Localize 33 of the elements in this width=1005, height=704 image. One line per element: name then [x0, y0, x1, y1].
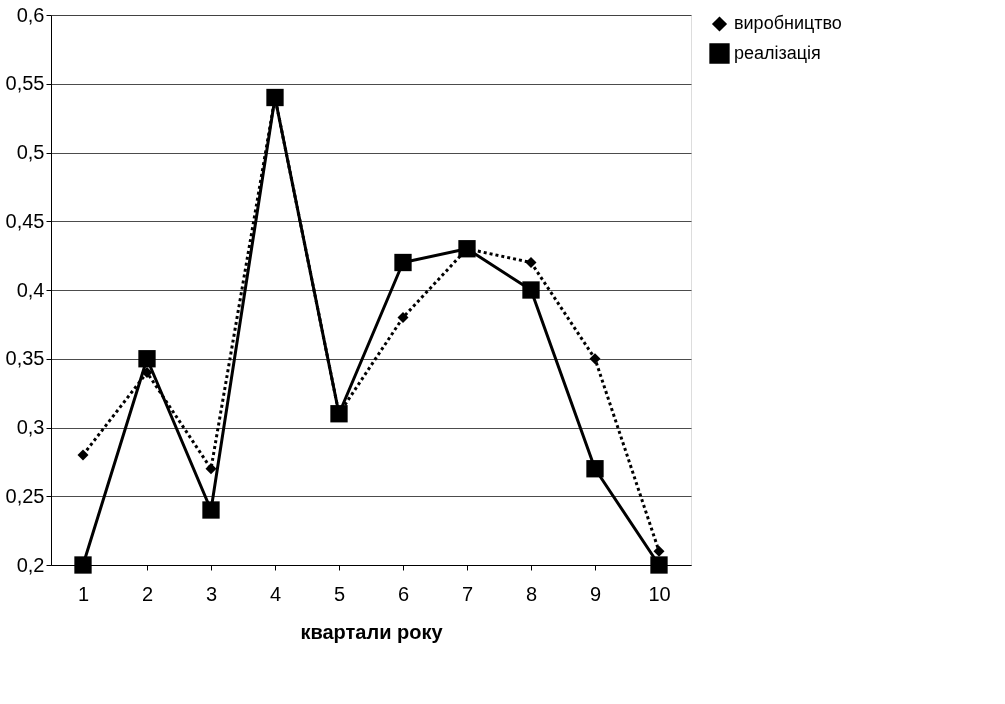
point [138, 350, 156, 368]
x-tick-label: 10 [648, 582, 671, 605]
x-tick-label: 5 [333, 582, 346, 605]
y-tick-label: 0,35 [5, 347, 45, 370]
point [586, 460, 604, 478]
y-tick-label: 0,25 [5, 484, 45, 507]
y-tick-label: 0,45 [5, 209, 45, 232]
point [650, 556, 668, 574]
point [394, 253, 412, 272]
x-axis-title: квартали року [300, 620, 444, 643]
x-tick-label: 1 [77, 582, 90, 605]
x-tick-label: 7 [461, 582, 474, 605]
point [74, 556, 92, 574]
point [522, 281, 540, 299]
y-tick-label: 0,5 [16, 141, 45, 163]
point [77, 449, 89, 461]
legend-label: реалізація [734, 42, 821, 63]
y-tick-label: 0,55 [5, 72, 45, 95]
x-tick-label: 3 [205, 582, 218, 605]
x-tick-label: 9 [589, 582, 602, 605]
y-tick-label: 0,2 [16, 553, 45, 576]
x-tick-label: 2 [141, 582, 154, 605]
point [653, 545, 665, 557]
y-tick-label: 0,6 [16, 3, 45, 26]
y-tick-label: 0,4 [16, 278, 45, 301]
x-tick-label: 6 [397, 582, 410, 605]
legend-label: виробництво [734, 13, 842, 33]
point [205, 463, 217, 475]
y-tick-label: 0,3 [16, 416, 45, 438]
x-tick-label: 8 [525, 582, 538, 605]
x-tick-label: 4 [269, 582, 282, 605]
point [202, 501, 220, 519]
point [589, 353, 601, 365]
